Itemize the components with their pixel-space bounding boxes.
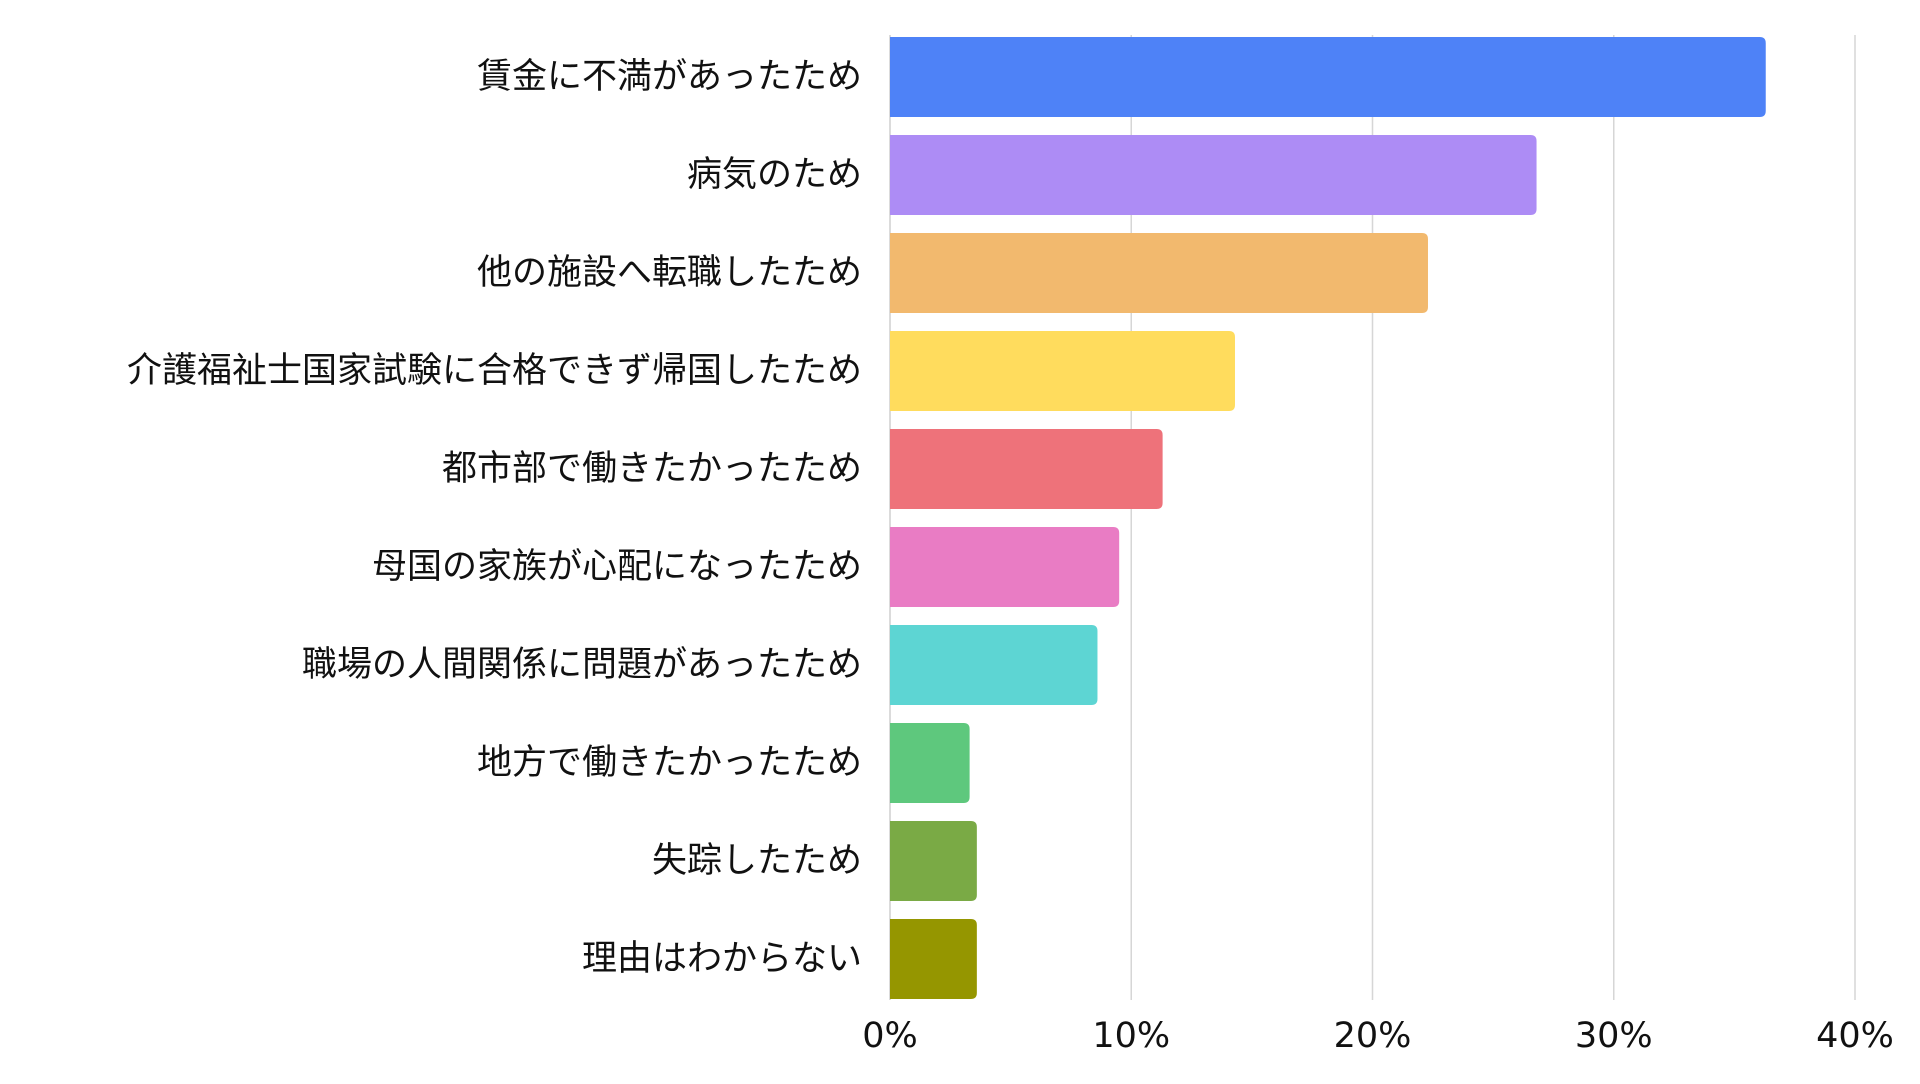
- x-tick-label-20: 20%: [1334, 1016, 1412, 1056]
- x-axis-ticks: 0% 10% 20% 30% 40%: [862, 1016, 1894, 1056]
- category-label-9: 理由はわからない: [582, 939, 862, 979]
- bar-1: [890, 135, 1537, 215]
- bar-0: [890, 37, 1766, 117]
- category-label-1: 病気のため: [687, 155, 862, 195]
- x-tick-label-10: 10%: [1092, 1016, 1170, 1056]
- bar-7: [890, 723, 970, 803]
- bar-3: [890, 331, 1235, 411]
- category-label-7: 地方で働きたかったため: [477, 743, 862, 783]
- bar-2: [890, 233, 1428, 313]
- category-label-3: 介護福祉士国家試験に合格できず帰国したため: [127, 351, 862, 391]
- category-label-5: 母国の家族が心配になったため: [372, 547, 862, 587]
- category-label-0: 賃金に不満があったため: [477, 57, 862, 97]
- category-label-8: 失踪したため: [652, 841, 862, 881]
- x-tick-label-40: 40%: [1816, 1016, 1894, 1056]
- category-label-4: 都市部で働きたかったため: [442, 449, 862, 489]
- category-label-6: 職場の人間関係に問題があったため: [302, 645, 862, 685]
- bar-8: [890, 821, 977, 901]
- x-tick-label-0: 0%: [862, 1016, 918, 1056]
- bar-4: [890, 429, 1163, 509]
- category-labels: 賃金に不満があったため病気のため他の施設へ転職したため介護福祉士国家試験に合格で…: [127, 57, 862, 979]
- x-tick-label-30: 30%: [1575, 1016, 1653, 1056]
- bars: [890, 37, 1766, 999]
- bar-5: [890, 527, 1120, 607]
- bar-6: [890, 625, 1098, 705]
- bar-9: [890, 919, 977, 999]
- category-label-2: 他の施設へ転職したため: [477, 253, 862, 293]
